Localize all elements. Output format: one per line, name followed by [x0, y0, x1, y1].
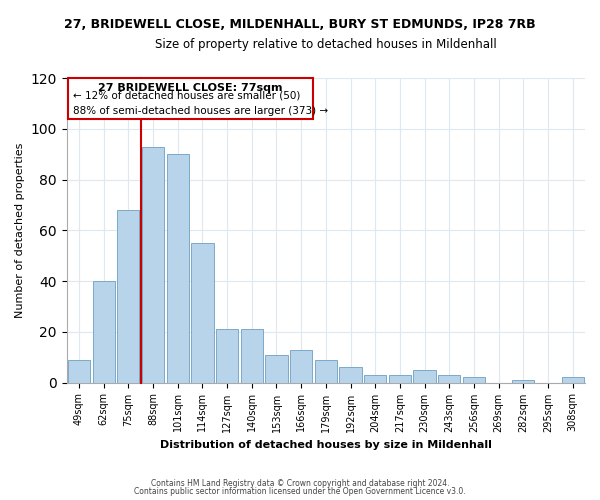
Bar — [463, 378, 485, 382]
X-axis label: Distribution of detached houses by size in Mildenhall: Distribution of detached houses by size … — [160, 440, 492, 450]
Bar — [562, 378, 584, 382]
Bar — [290, 350, 312, 382]
Bar — [216, 330, 238, 382]
Text: Contains HM Land Registry data © Crown copyright and database right 2024.: Contains HM Land Registry data © Crown c… — [151, 478, 449, 488]
Bar — [438, 375, 460, 382]
Bar — [241, 330, 263, 382]
FancyBboxPatch shape — [68, 78, 313, 118]
Bar — [413, 370, 436, 382]
Text: Contains public sector information licensed under the Open Government Licence v3: Contains public sector information licen… — [134, 487, 466, 496]
Text: 27, BRIDEWELL CLOSE, MILDENHALL, BURY ST EDMUNDS, IP28 7RB: 27, BRIDEWELL CLOSE, MILDENHALL, BURY ST… — [64, 18, 536, 30]
Text: 88% of semi-detached houses are larger (373) →: 88% of semi-detached houses are larger (… — [73, 106, 328, 116]
Bar — [340, 368, 362, 382]
Text: ← 12% of detached houses are smaller (50): ← 12% of detached houses are smaller (50… — [73, 91, 300, 101]
Y-axis label: Number of detached properties: Number of detached properties — [15, 142, 25, 318]
Bar — [167, 154, 189, 382]
Bar — [92, 281, 115, 382]
Bar — [389, 375, 411, 382]
Bar — [191, 243, 214, 382]
Bar — [265, 354, 287, 382]
Bar — [315, 360, 337, 382]
Title: Size of property relative to detached houses in Mildenhall: Size of property relative to detached ho… — [155, 38, 497, 51]
Bar — [117, 210, 139, 382]
Bar — [142, 146, 164, 382]
Bar — [68, 360, 90, 382]
Bar — [512, 380, 535, 382]
Bar — [364, 375, 386, 382]
Text: 27 BRIDEWELL CLOSE: 77sqm: 27 BRIDEWELL CLOSE: 77sqm — [98, 83, 283, 93]
